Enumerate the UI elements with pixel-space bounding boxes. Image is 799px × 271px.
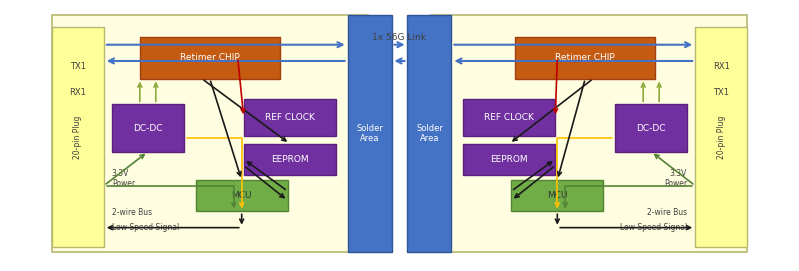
Text: DC-DC: DC-DC [133,124,162,133]
Text: DC-DC: DC-DC [637,124,666,133]
Bar [463,144,555,175]
Text: 3.3V
Power: 3.3V Power [112,169,135,188]
Bar [511,180,603,211]
Bar [52,15,368,252]
Bar [431,15,747,252]
Text: EEPROM: EEPROM [271,155,308,164]
Bar [515,37,655,79]
Text: Retimer CHIP: Retimer CHIP [180,53,240,62]
Text: TX1: TX1 [713,88,729,98]
Text: Retimer CHIP: Retimer CHIP [555,53,615,62]
Bar [244,144,336,175]
Text: RX1: RX1 [70,88,86,98]
Bar [407,15,451,252]
Bar [52,27,104,247]
Text: Solder
Area: Solder Area [416,124,443,143]
Bar [140,37,280,79]
Bar [196,180,288,211]
Text: EEPROM: EEPROM [491,155,528,164]
Text: 3.3V
Power: 3.3V Power [664,169,687,188]
Text: Low Speed Signal: Low Speed Signal [620,224,687,233]
Text: 20-pin Plug: 20-pin Plug [74,115,82,159]
Text: Low Speed Signal: Low Speed Signal [112,224,179,233]
Text: MCU: MCU [547,191,567,200]
Bar [615,104,687,152]
Text: 1x 56G Link: 1x 56G Link [372,33,427,43]
Bar [463,99,555,136]
Text: REF CLOCK: REF CLOCK [264,113,315,122]
Bar [244,99,336,136]
Text: 2-wire Bus: 2-wire Bus [647,208,687,217]
Bar [348,15,392,252]
Bar [112,104,184,152]
Text: TX1: TX1 [70,62,86,71]
Text: 2-wire Bus: 2-wire Bus [112,208,152,217]
Text: MCU: MCU [232,191,252,200]
Text: REF CLOCK: REF CLOCK [484,113,535,122]
Text: Solder
Area: Solder Area [356,124,383,143]
Text: 20-pin Plug: 20-pin Plug [717,115,725,159]
Bar [695,27,747,247]
Text: RX1: RX1 [713,62,729,71]
